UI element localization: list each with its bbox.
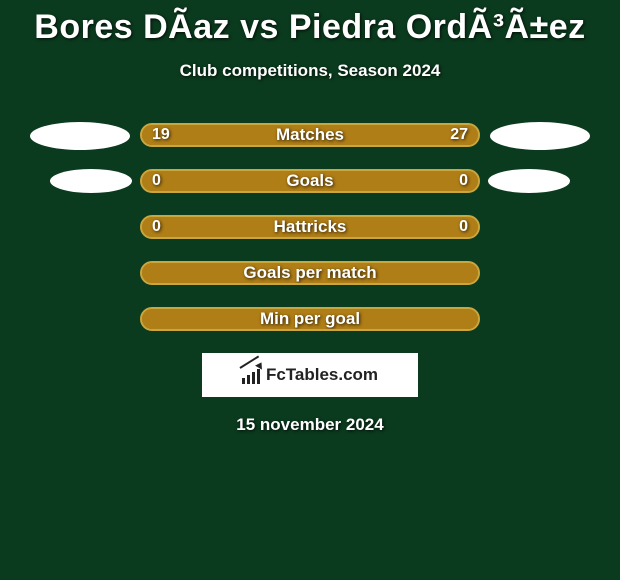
stat-bar-left-fill [142, 171, 310, 191]
comparison-card: Bores DÃ­az vs Piedra OrdÃ³Ã±ez Club com… [0, 0, 620, 580]
stat-row: Goals 0 0 [20, 169, 600, 193]
stat-bar: Matches [140, 123, 480, 147]
stat-row: Hattricks 0 0 [20, 215, 600, 239]
stat-bar: Goals [140, 169, 480, 193]
page-title: Bores DÃ­az vs Piedra OrdÃ³Ã±ez [0, 0, 620, 47]
stat-label: Min per goal [260, 309, 360, 329]
stat-value-right: 0 [459, 172, 468, 190]
stat-label: Hattricks [274, 217, 347, 237]
player-ellipse-left [50, 169, 132, 193]
stat-row: Matches 19 27 [20, 123, 600, 147]
player-ellipse-left [30, 122, 130, 150]
stat-bar: Min per goal [140, 307, 480, 331]
logo-text: FcTables.com [266, 365, 378, 385]
stat-row: Goals per match [20, 261, 600, 285]
stat-value-right: 0 [459, 218, 468, 236]
stat-bar: Hattricks [140, 215, 480, 239]
chart-icon [242, 366, 260, 384]
stat-label: Goals [286, 171, 333, 191]
stat-label: Goals per match [243, 263, 376, 283]
player-ellipse-right [488, 169, 570, 193]
stat-bar: Goals per match [140, 261, 480, 285]
stat-label: Matches [276, 125, 344, 145]
footer-date: 15 november 2024 [0, 415, 620, 435]
stat-value-left: 0 [152, 172, 161, 190]
stat-value-right: 27 [450, 126, 468, 144]
stats-rows: Matches 19 27 Goals 0 0 Hattricks 0 0 Goals per m… [0, 123, 620, 331]
stat-value-left: 19 [152, 126, 170, 144]
stat-bar-right-fill [310, 171, 478, 191]
stat-row: Min per goal [20, 307, 600, 331]
player-ellipse-right [490, 122, 590, 150]
stat-value-left: 0 [152, 218, 161, 236]
page-subtitle: Club competitions, Season 2024 [0, 61, 620, 81]
logo-box: FcTables.com [202, 353, 418, 397]
